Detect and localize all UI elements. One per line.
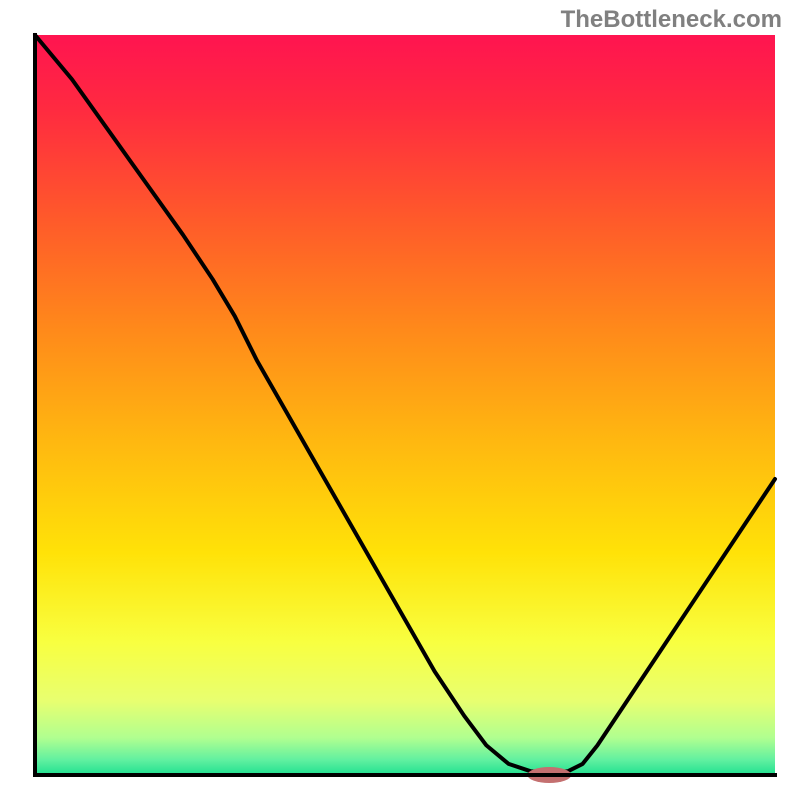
chart-svg: [0, 0, 800, 800]
bottleneck-chart: [0, 0, 800, 800]
plot-background: [35, 35, 775, 775]
watermark-text: TheBottleneck.com: [561, 6, 782, 34]
